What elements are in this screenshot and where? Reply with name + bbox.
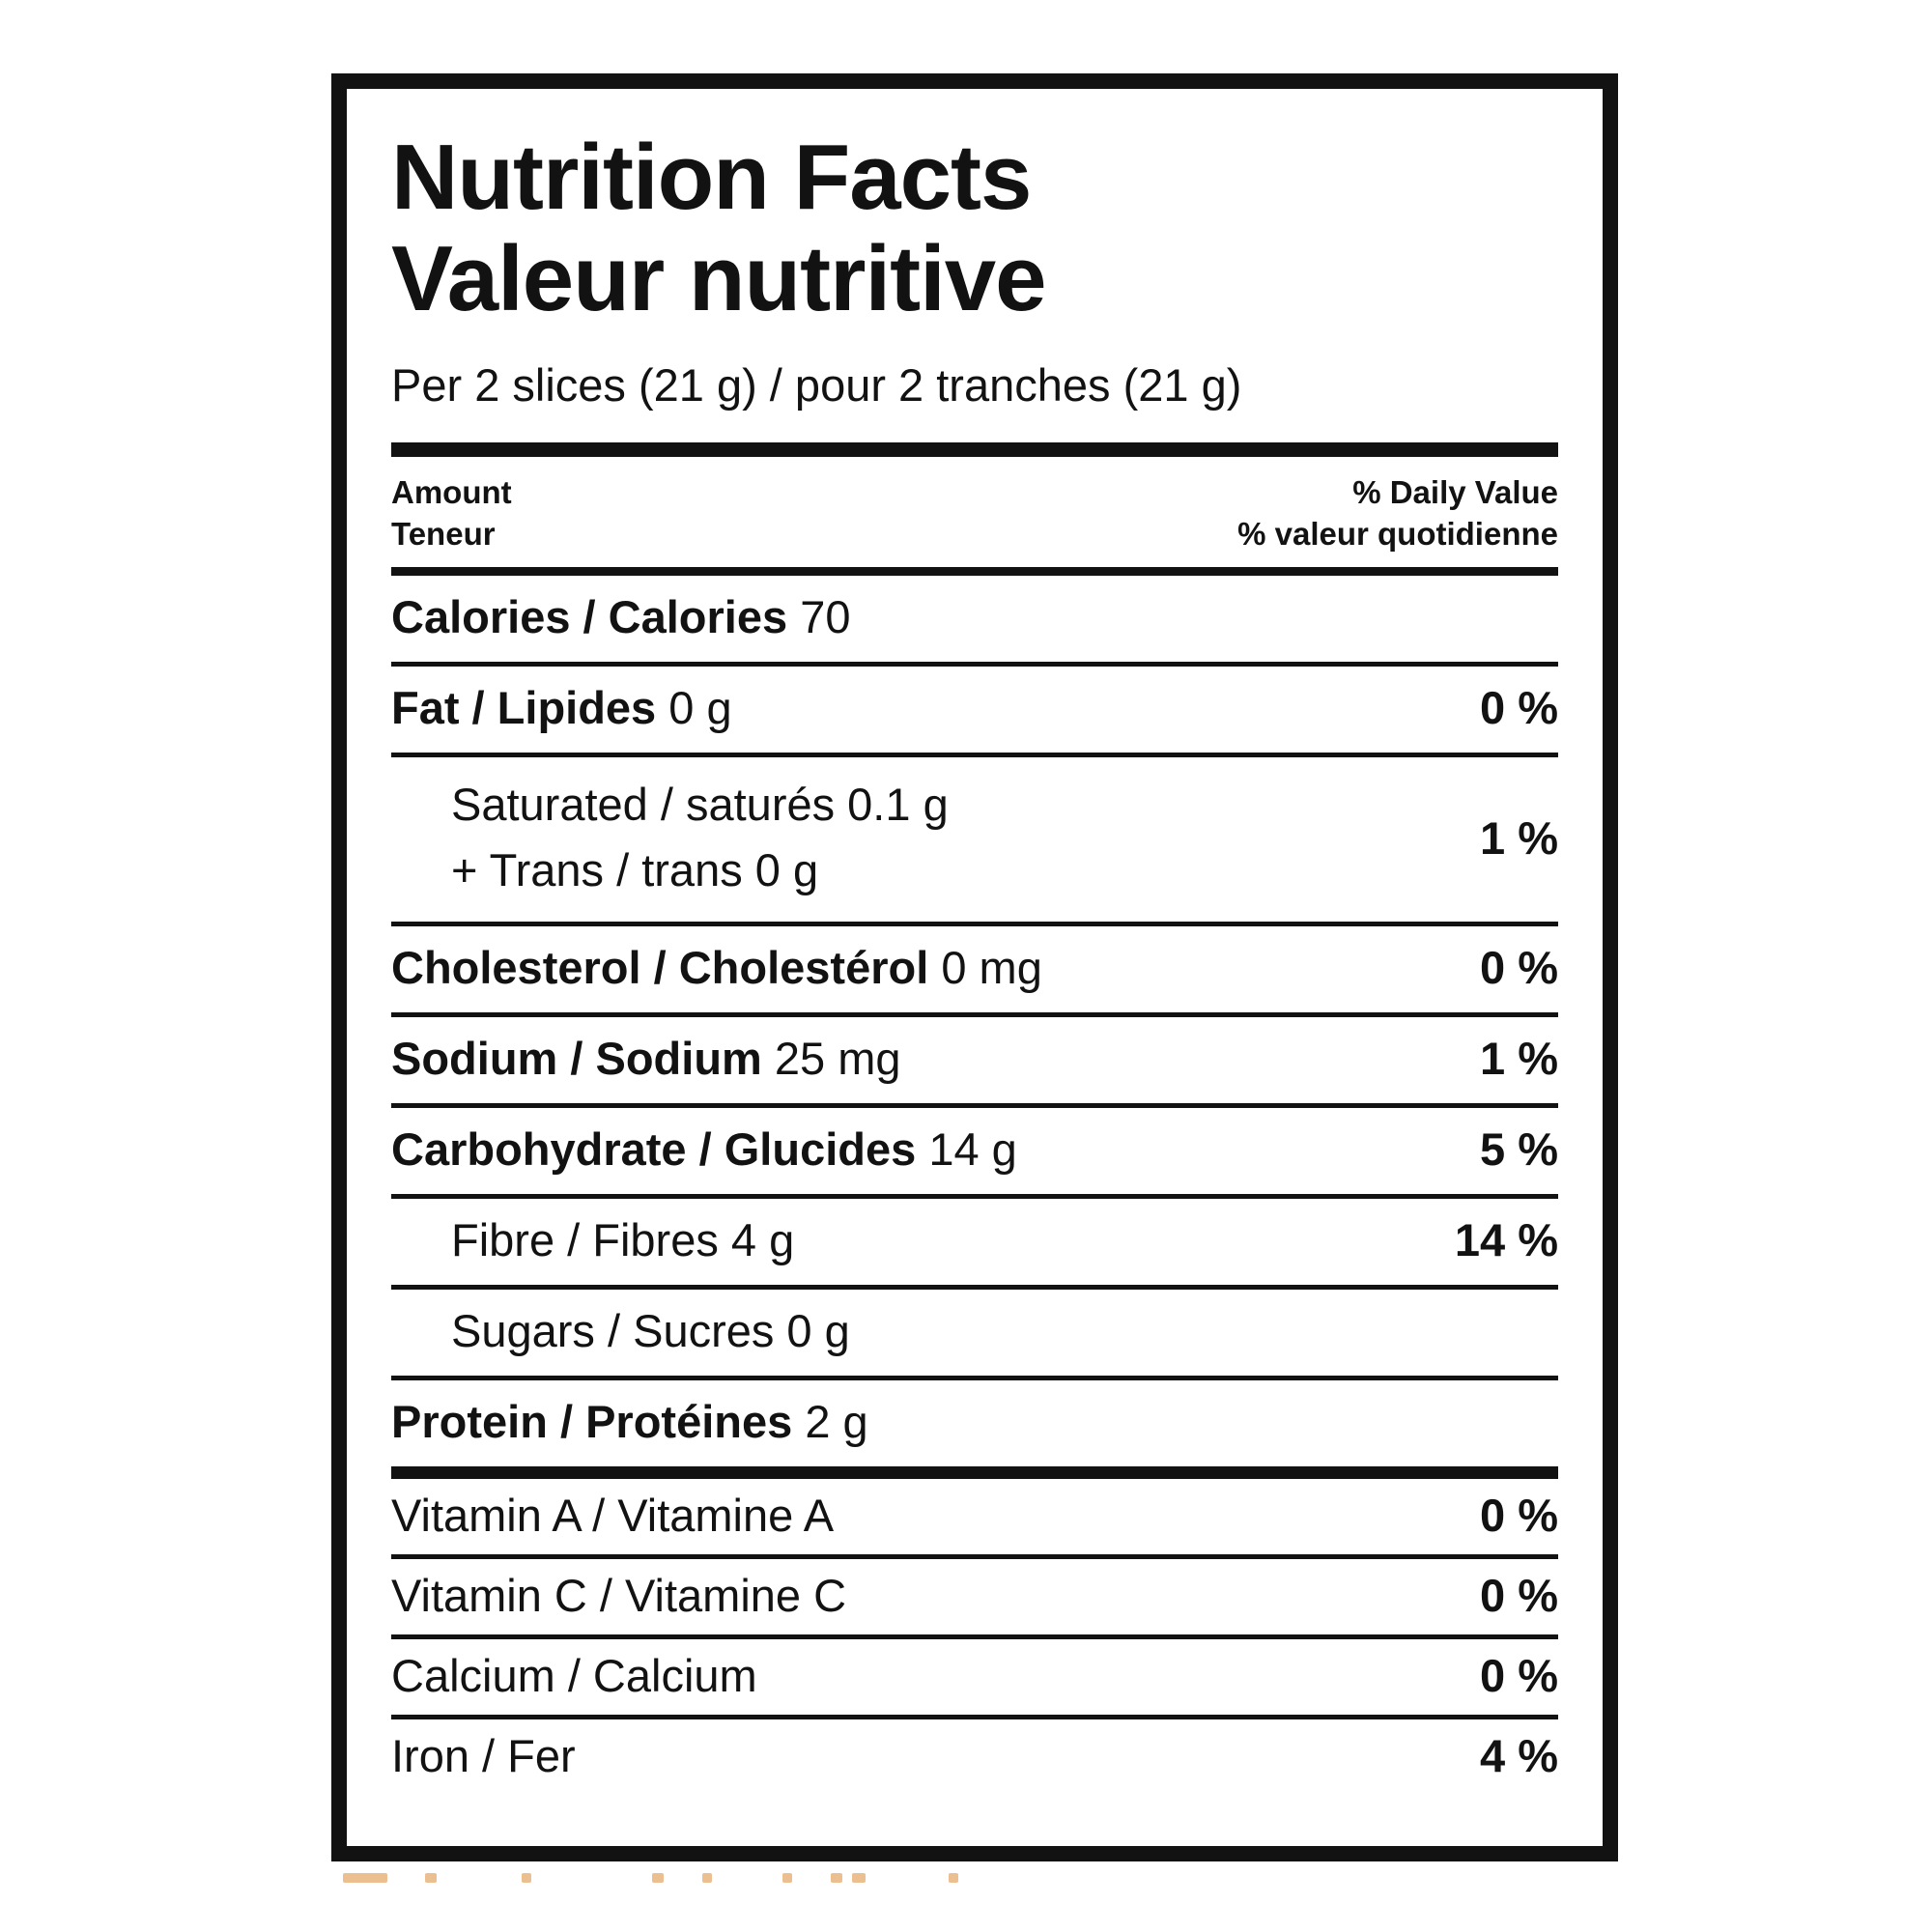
nutrient-name: Vitamin A / Vitamine A — [391, 1489, 834, 1542]
nutrient-row: Vitamin C / Vitamine C 0 % — [391, 1559, 1558, 1634]
divider — [391, 1103, 1558, 1109]
nutrient-amount: 2 g — [792, 1396, 868, 1448]
nutrient-row: Fat / Lipides 0 g 0 % — [391, 667, 1558, 753]
nutrient-name: Fat / Lipides 0 g — [391, 681, 732, 734]
daily-value-percent: 5 % — [1480, 1123, 1558, 1176]
divider — [391, 1012, 1558, 1018]
divider — [391, 567, 1558, 577]
nutrient-name-line: Saturated / saturés 0.1 g — [451, 779, 949, 831]
nutrient-name: Vitamin C / Vitamine C — [391, 1569, 846, 1622]
nutrient-amount: 70 — [787, 591, 851, 643]
nutrient-label: Fat / Lipides — [391, 682, 657, 734]
nutrient-label: Protein / Protéines — [391, 1396, 793, 1448]
nutrient-label: Calcium / Calcium — [391, 1650, 757, 1702]
divider — [391, 1634, 1558, 1640]
daily-value-header: % Daily Value % valeur quotidienne — [1237, 474, 1558, 553]
nutrient-name: Fibre / Fibres 4 g — [391, 1213, 794, 1266]
nutrient-label: Carbohydrate / Glucides — [391, 1123, 917, 1176]
nutrient-row: Calcium / Calcium 0 % — [391, 1639, 1558, 1715]
column-headers: Amount Teneur % Daily Value % valeur quo… — [391, 472, 1558, 555]
divider — [391, 922, 1558, 927]
nutrient-label: Sugars / Sucres — [451, 1305, 775, 1357]
nutrient-name: Iron / Fer — [391, 1729, 576, 1782]
daily-value-percent: 0 % — [1480, 942, 1558, 994]
nutrient-amount: 4 g — [718, 1214, 795, 1266]
nutrient-row: Iron / Fer 4 % — [391, 1719, 1558, 1795]
divider — [391, 1194, 1558, 1200]
nutrient-row: Saturated / saturés 0.1 g + Trans / trans… — [391, 757, 1558, 922]
divider — [391, 442, 1558, 458]
nutrient-label: Vitamin A / Vitamine A — [391, 1490, 835, 1542]
divider — [391, 1466, 1558, 1480]
daily-value-percent: 1 % — [1480, 1033, 1558, 1085]
nutrient-row: Protein / Protéines 2 g — [391, 1380, 1558, 1466]
label-title-fr: Valeur nutritive — [391, 226, 1047, 330]
nutrient-name: Protein / Protéines 2 g — [391, 1395, 868, 1448]
divider — [391, 1376, 1558, 1381]
nutrient-name: Calories / Calories 70 — [391, 590, 850, 643]
divider — [391, 1554, 1558, 1560]
nutrient-label: Vitamin C / Vitamine C — [391, 1570, 847, 1622]
nutrient-name: Calcium / Calcium — [391, 1649, 757, 1702]
daily-value-percent: 0 % — [1480, 1650, 1558, 1702]
nutrition-facts-label: Nutrition Facts Valeur nutritive Per 2 s… — [331, 73, 1618, 1861]
nutrient-row: Carbohydrate / Glucides 14 g 5 % — [391, 1108, 1558, 1194]
daily-value-percent: 14 % — [1454, 1214, 1558, 1266]
nutrient-label: Sodium / Sodium — [391, 1033, 762, 1085]
daily-value-percent: 4 % — [1480, 1730, 1558, 1782]
nutrient-name: Sodium / Sodium 25 mg — [391, 1032, 901, 1085]
nutrient-label: Calories / Calories — [391, 591, 788, 643]
nutrient-row: Calories / Calories 70 — [391, 576, 1558, 662]
daily-value-percent: 1 % — [1480, 811, 1558, 864]
divider — [391, 1715, 1558, 1720]
nutrient-label: Fibre / Fibres — [451, 1214, 719, 1266]
nutrient-name-line: + Trans / trans 0 g — [451, 844, 819, 896]
divider — [391, 662, 1558, 668]
nutrient-row: Cholesterol / Cholestérol 0 mg 0 % — [391, 926, 1558, 1012]
nutrient-name: Carbohydrate / Glucides 14 g — [391, 1122, 1017, 1176]
nutrient-label: Cholesterol / Cholestérol — [391, 942, 929, 994]
nutrient-amount: 0 mg — [928, 942, 1042, 994]
daily-value-percent: 0 % — [1480, 682, 1558, 734]
nutrient-name: Sugars / Sucres 0 g — [391, 1304, 850, 1357]
nutrient-label: Iron / Fer — [391, 1730, 576, 1782]
divider — [391, 1285, 1558, 1291]
nutrient-row: Vitamin A / Vitamine A 0 % — [391, 1479, 1558, 1554]
nutrient-row: Sugars / Sucres 0 g — [391, 1290, 1558, 1376]
nutrient-name: Saturated / saturés 0.1 g + Trans / trans… — [391, 772, 949, 903]
amount-header: Amount Teneur — [391, 474, 512, 553]
serving-size: Per 2 slices (21 g) / pour 2 tranches (2… — [391, 359, 1242, 412]
nutrient-name: Cholesterol / Cholestérol 0 mg — [391, 941, 1042, 994]
nutrient-amount: 25 mg — [761, 1033, 901, 1085]
divider — [391, 753, 1558, 758]
nutrient-row: Sodium / Sodium 25 mg 1 % — [391, 1017, 1558, 1103]
label-title: Nutrition Facts Valeur nutritive — [391, 126, 1558, 330]
nutrient-amount: 0 g — [774, 1305, 850, 1357]
nutrient-row: Fibre / Fibres 4 g 14 % — [391, 1199, 1558, 1285]
daily-value-percent: 0 % — [1480, 1570, 1558, 1622]
nutrient-amount: 14 g — [916, 1123, 1017, 1176]
daily-value-percent: 0 % — [1480, 1490, 1558, 1542]
label-title-en: Nutrition Facts — [391, 126, 1032, 229]
nutrient-amount: 0 g — [656, 682, 732, 734]
